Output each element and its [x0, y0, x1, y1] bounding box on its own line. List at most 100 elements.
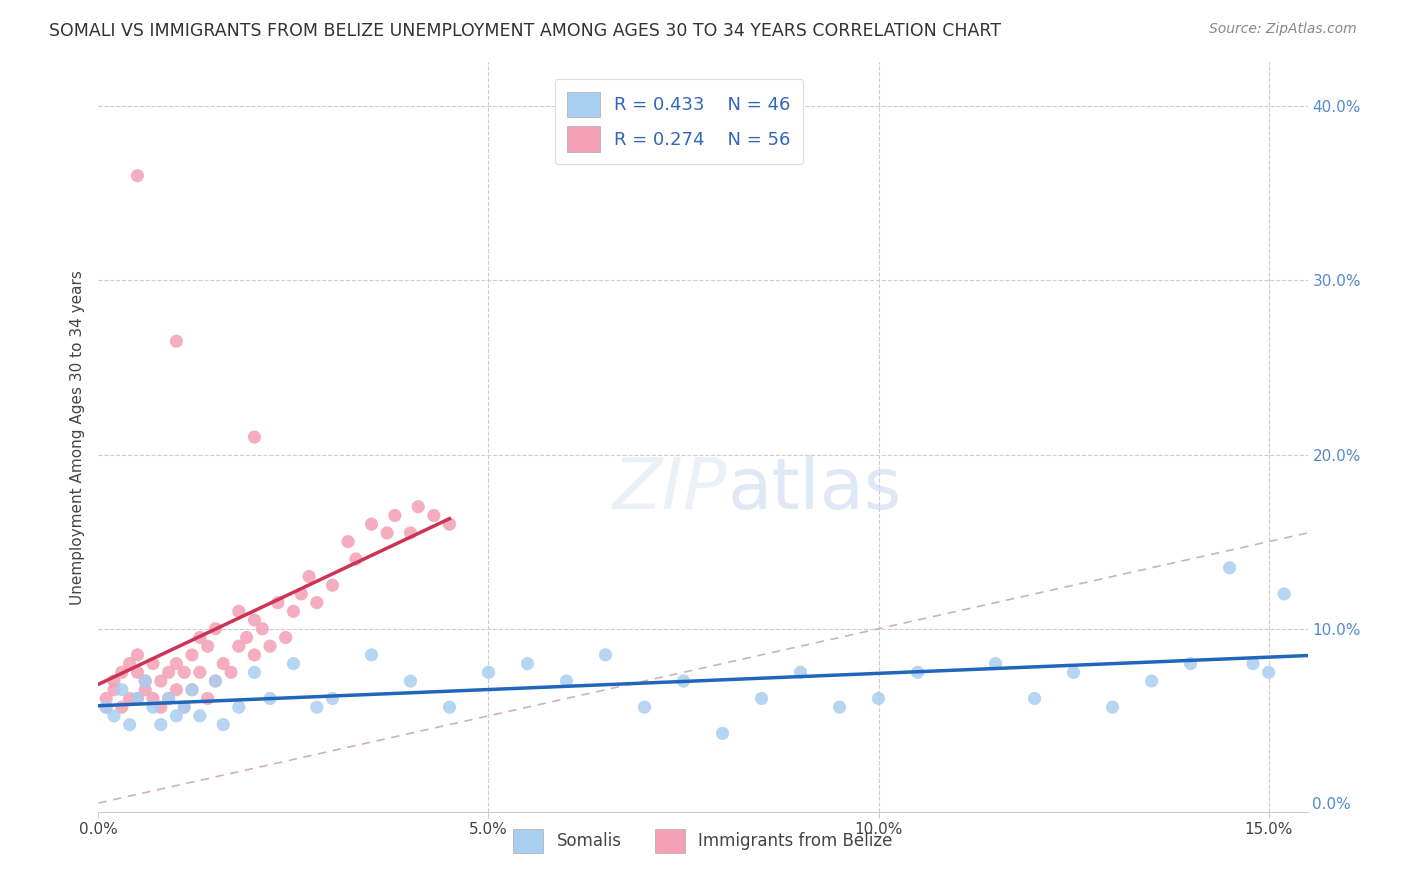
Point — [344, 552, 367, 566]
Point — [828, 700, 851, 714]
Point — [96, 700, 118, 714]
Point — [1063, 665, 1085, 680]
Point — [399, 525, 422, 540]
Point — [173, 700, 195, 714]
Point — [127, 665, 149, 680]
Point — [305, 700, 328, 714]
Point — [321, 691, 343, 706]
Point — [118, 657, 141, 671]
Point — [173, 700, 195, 714]
Point — [142, 691, 165, 706]
Point — [907, 665, 929, 680]
Point — [188, 709, 211, 723]
Point — [1101, 700, 1123, 714]
Point — [439, 700, 461, 714]
Point — [149, 673, 172, 688]
Point — [274, 631, 297, 645]
Point — [165, 682, 187, 697]
Point — [149, 700, 172, 714]
Point — [283, 657, 305, 671]
Point — [134, 673, 156, 688]
Point — [219, 665, 242, 680]
Point — [633, 700, 655, 714]
Point — [111, 700, 134, 714]
Point — [252, 622, 274, 636]
Point — [555, 673, 578, 688]
Point — [157, 691, 180, 706]
Point — [165, 709, 187, 723]
Point — [1140, 673, 1163, 688]
Point — [181, 682, 204, 697]
Point — [259, 691, 281, 706]
Point — [96, 700, 118, 714]
Point — [181, 682, 204, 697]
Point — [1180, 657, 1202, 671]
Point — [868, 691, 890, 706]
Point — [228, 639, 250, 653]
Point — [142, 657, 165, 671]
Point — [188, 665, 211, 680]
Point — [283, 604, 305, 618]
Point — [173, 665, 195, 680]
Point — [127, 691, 149, 706]
Point — [111, 682, 134, 697]
Point — [103, 709, 125, 723]
Point — [789, 665, 811, 680]
Point — [595, 648, 617, 662]
Point — [1024, 691, 1046, 706]
Point — [1272, 587, 1295, 601]
Point — [197, 639, 219, 653]
Point — [96, 691, 118, 706]
Point — [134, 673, 156, 688]
Point — [375, 525, 398, 540]
Point — [259, 639, 281, 653]
Point — [384, 508, 406, 523]
Point — [142, 700, 165, 714]
Point — [204, 622, 226, 636]
Point — [305, 596, 328, 610]
Point — [360, 648, 382, 662]
Point — [165, 657, 187, 671]
Y-axis label: Unemployment Among Ages 30 to 34 years: Unemployment Among Ages 30 to 34 years — [69, 269, 84, 605]
Point — [243, 613, 266, 627]
Point — [399, 673, 422, 688]
Point — [406, 500, 429, 514]
Point — [243, 430, 266, 444]
Point — [516, 657, 538, 671]
Point — [477, 665, 499, 680]
Point — [103, 673, 125, 688]
Point — [181, 648, 204, 662]
Point — [118, 691, 141, 706]
Point — [298, 569, 321, 583]
Point — [290, 587, 312, 601]
Point — [127, 648, 149, 662]
Point — [165, 334, 187, 349]
Point — [439, 517, 461, 532]
Point — [1257, 665, 1279, 680]
Point — [243, 648, 266, 662]
Point — [321, 578, 343, 592]
Point — [212, 657, 235, 671]
Point — [1241, 657, 1264, 671]
Point — [751, 691, 773, 706]
Point — [157, 691, 180, 706]
Point — [127, 169, 149, 183]
Point — [360, 517, 382, 532]
Text: SOMALI VS IMMIGRANTS FROM BELIZE UNEMPLOYMENT AMONG AGES 30 TO 34 YEARS CORRELAT: SOMALI VS IMMIGRANTS FROM BELIZE UNEMPLO… — [49, 22, 1001, 40]
Point — [243, 665, 266, 680]
Point — [188, 631, 211, 645]
Point — [212, 717, 235, 731]
Point — [337, 534, 360, 549]
Point — [267, 596, 290, 610]
Point — [228, 700, 250, 714]
Point — [197, 691, 219, 706]
Point — [149, 717, 172, 731]
Point — [1219, 561, 1241, 575]
Point — [984, 657, 1007, 671]
Legend: Somalis, Immigrants from Belize: Somalis, Immigrants from Belize — [506, 822, 900, 860]
Point — [127, 691, 149, 706]
Point — [235, 631, 257, 645]
Text: atlas: atlas — [727, 455, 901, 524]
Point — [103, 682, 125, 697]
Point — [118, 717, 141, 731]
